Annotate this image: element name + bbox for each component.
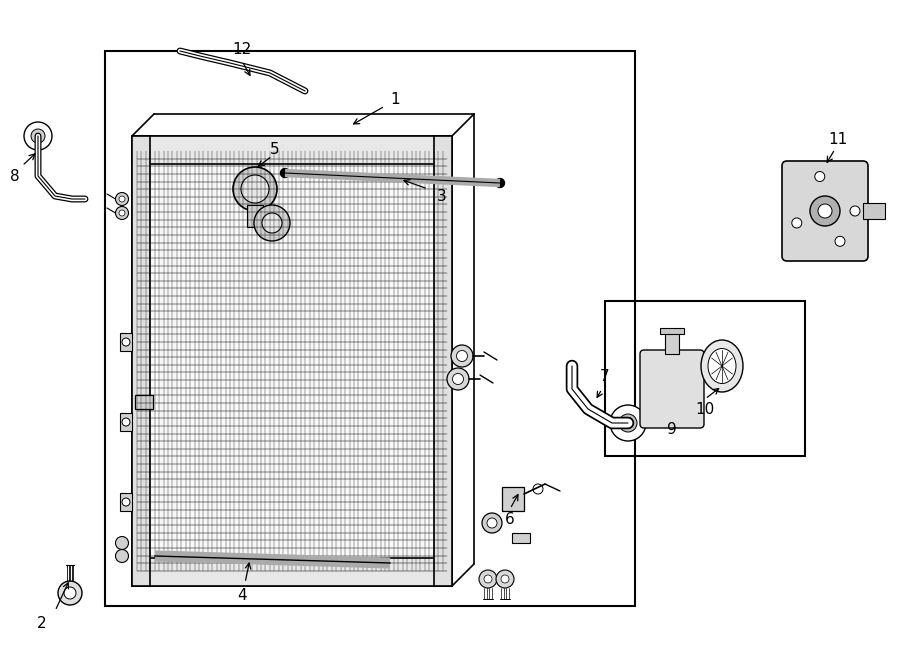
Circle shape (835, 237, 845, 247)
Bar (120, 413, 132, 431)
Bar (120, 333, 132, 351)
Circle shape (119, 210, 125, 216)
Text: 8: 8 (10, 169, 20, 184)
Text: 12: 12 (232, 42, 252, 56)
Bar (132, 136, 452, 586)
Text: 5: 5 (270, 141, 280, 157)
Circle shape (451, 345, 473, 367)
Bar (132, 136, 452, 164)
Circle shape (24, 122, 52, 150)
Circle shape (119, 196, 125, 202)
Circle shape (810, 196, 840, 226)
Circle shape (233, 167, 277, 211)
Circle shape (456, 350, 467, 362)
FancyBboxPatch shape (782, 161, 868, 261)
Text: 11: 11 (828, 132, 848, 147)
Bar (132, 136, 150, 586)
Circle shape (115, 549, 129, 563)
Circle shape (496, 178, 505, 188)
Circle shape (533, 484, 543, 494)
Bar (863, 203, 885, 219)
Circle shape (115, 537, 129, 549)
Text: 2: 2 (37, 615, 47, 631)
Circle shape (792, 218, 802, 228)
Circle shape (482, 513, 502, 533)
FancyBboxPatch shape (640, 350, 704, 428)
Circle shape (58, 581, 82, 605)
Circle shape (122, 338, 130, 346)
Circle shape (31, 129, 45, 143)
Text: 9: 9 (667, 422, 677, 436)
Circle shape (479, 570, 497, 588)
Circle shape (115, 192, 129, 206)
Circle shape (241, 175, 269, 203)
Bar (512, 533, 530, 543)
Circle shape (115, 206, 129, 219)
Bar (247, 205, 263, 227)
Bar (105, 51, 635, 606)
Circle shape (610, 405, 646, 441)
Ellipse shape (708, 348, 736, 383)
Circle shape (447, 368, 469, 390)
Text: 7: 7 (600, 368, 610, 383)
Bar (502, 487, 524, 511)
Circle shape (122, 498, 130, 506)
Circle shape (487, 518, 497, 528)
Ellipse shape (701, 340, 743, 392)
Text: 1: 1 (391, 91, 400, 106)
Bar (132, 558, 452, 586)
Text: 4: 4 (238, 588, 247, 603)
Bar (434, 136, 452, 586)
Circle shape (122, 418, 130, 426)
Bar (665, 332, 679, 354)
Circle shape (262, 213, 282, 233)
Circle shape (619, 414, 637, 432)
Circle shape (496, 570, 514, 588)
Circle shape (818, 204, 832, 218)
Circle shape (484, 575, 492, 583)
Text: 6: 6 (505, 512, 515, 527)
Circle shape (501, 575, 509, 583)
Text: 3: 3 (437, 188, 447, 204)
Circle shape (814, 172, 824, 182)
Bar (135, 395, 153, 409)
Text: 10: 10 (696, 401, 715, 416)
Circle shape (850, 206, 860, 216)
Bar (120, 493, 132, 511)
Bar (605, 301, 805, 456)
Circle shape (453, 373, 464, 385)
Circle shape (254, 205, 290, 241)
Circle shape (281, 169, 290, 178)
Circle shape (64, 587, 76, 599)
Bar (660, 328, 684, 334)
